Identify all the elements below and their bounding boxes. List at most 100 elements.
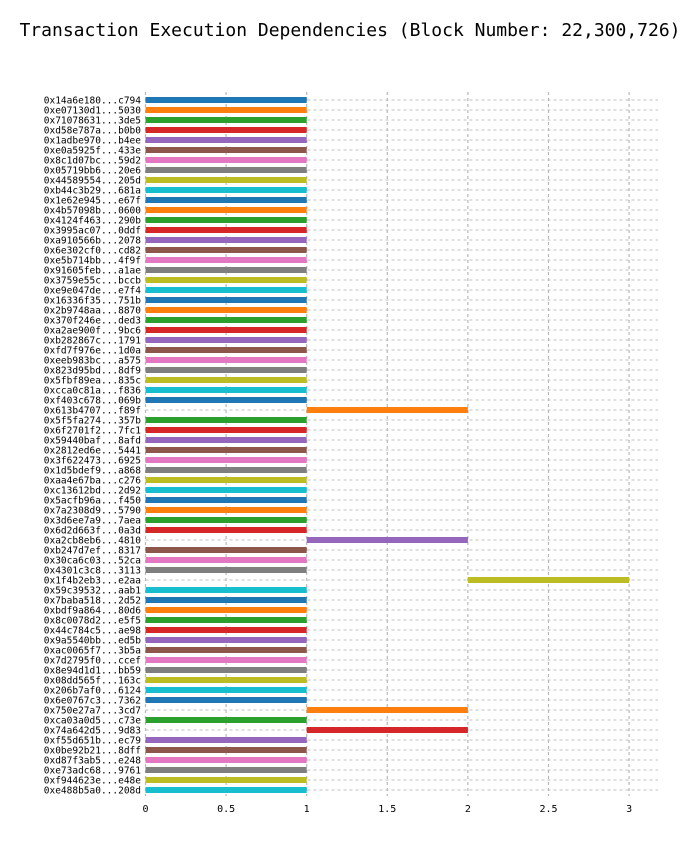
x-tick-label: 3 — [626, 804, 632, 815]
y-tick-label: 0x3759e55c...bccb — [44, 276, 142, 287]
bar — [145, 187, 307, 193]
y-tick-label: 0x6d2d663f...0a3d — [44, 526, 141, 537]
bar — [145, 367, 307, 373]
bar — [145, 97, 307, 103]
bar — [145, 147, 307, 153]
bar — [145, 697, 307, 703]
bar — [145, 377, 307, 383]
y-tick-label: 0xc13612bd...2d92 — [44, 486, 141, 497]
bar — [145, 687, 307, 693]
y-tick-label: 0xe07130d1...5030 — [44, 106, 142, 117]
bar — [145, 437, 307, 443]
bar — [145, 757, 307, 763]
bar — [145, 717, 307, 723]
bar — [306, 407, 468, 413]
bar — [145, 617, 307, 623]
y-tick-label: 0x370f246e...ded3 — [44, 316, 141, 327]
x-tick-label: 0.5 — [217, 804, 235, 815]
y-tick-label: 0x7baba518...2d52 — [44, 596, 141, 607]
bar — [145, 647, 307, 653]
bar — [467, 577, 630, 583]
bar — [145, 397, 307, 403]
y-tick-label: 0xe0a5925f...433e — [44, 146, 142, 157]
y-tick-label: 0xaa4e67ba...c276 — [44, 476, 142, 487]
x-tick-label: 0 — [142, 804, 148, 815]
chart-title: Transaction Execution Dependencies (Bloc… — [19, 20, 681, 41]
bar — [145, 217, 307, 223]
y-tick-label: 0xe5b714bb...4f9f — [44, 256, 141, 267]
y-tick-label: 0xca03a0d5...c73e — [44, 716, 142, 727]
y-tick-label: 0xf944623e...e48e — [44, 776, 142, 787]
y-tick-label: 0x2812ed6e...5441 — [44, 446, 142, 457]
y-tick-label: 0xb247d7ef...8317 — [44, 546, 141, 557]
y-tick-label: 0x8c1d07bc...59d2 — [44, 156, 141, 167]
bar — [145, 787, 307, 793]
bar — [145, 157, 307, 163]
bar — [145, 767, 307, 773]
y-tick-label: 0x6e0767c3...7362 — [44, 696, 141, 707]
bar — [145, 627, 307, 633]
x-tick-label: 2 — [465, 804, 471, 815]
y-tick-label: 0x0be92b21...8dff — [44, 746, 141, 757]
y-tick-label: 0xd87f3ab5...e248 — [44, 756, 142, 767]
y-tick-label: 0xf403c678...069b — [44, 396, 142, 407]
bar — [145, 667, 307, 673]
bar — [145, 467, 307, 473]
bar — [145, 107, 307, 113]
y-tick-label: 0x3f622473...6925 — [44, 456, 141, 467]
y-tick-label: 0x206b7af0...6124 — [44, 686, 142, 697]
bar — [145, 307, 307, 313]
y-tick-label: 0x4124f463...290b — [44, 216, 142, 227]
y-tick-label: 0x6e302cf0...cd82 — [44, 246, 141, 257]
bar — [145, 137, 307, 143]
bar — [145, 297, 307, 303]
y-tick-label: 0x750e27a7...3cd7 — [44, 706, 141, 717]
y-tick-label: 0x823d95bd...8df9 — [44, 366, 142, 377]
bar — [145, 237, 307, 243]
bar — [145, 527, 307, 533]
y-tick-label: 0xcca0c81a...f836 — [44, 386, 142, 397]
y-tick-label: 0xe488b5a0...208d — [44, 786, 141, 797]
y-tick-label: 0x1e62e945...e67f — [44, 196, 141, 207]
bar — [145, 427, 307, 433]
y-tick-label: 0x8c0078d2...e5f5 — [44, 616, 141, 627]
x-tick-label: 1.5 — [378, 804, 396, 815]
y-tick-label: 0x4301c3c8...3113 — [44, 566, 141, 577]
bar — [145, 737, 307, 743]
bar — [145, 327, 307, 333]
bar — [145, 677, 307, 683]
y-tick-label: 0x4b57098b...0600 — [44, 206, 142, 217]
y-tick-label: 0x1adbe970...b4ee — [44, 136, 142, 147]
bar — [145, 277, 307, 283]
y-tick-label: 0x5f5fa274...357b — [44, 416, 142, 427]
bar — [145, 477, 307, 483]
bar — [145, 167, 307, 173]
y-tick-label: 0x59440baf...8afd — [44, 436, 141, 447]
bar — [145, 387, 307, 393]
bar — [306, 537, 468, 543]
bar — [145, 247, 307, 253]
bar — [145, 197, 307, 203]
bar — [145, 657, 307, 663]
bar — [145, 117, 307, 123]
bar — [145, 487, 307, 493]
bar — [306, 707, 468, 713]
bar — [145, 257, 307, 263]
y-tick-label: 0xf55d651b...ec79 — [44, 736, 142, 747]
y-tick-label: 0x59c39532...aab1 — [44, 586, 142, 597]
y-tick-label: 0xb44c3b29...681a — [44, 186, 141, 197]
bar — [145, 557, 307, 563]
y-tick-label: 0xa2cb8eb6...4810 — [44, 536, 142, 547]
y-tick-label: 0xfd7f976e...1d0a — [44, 346, 141, 357]
bar — [145, 507, 307, 513]
y-tick-label: 0x613b4707...f89f — [44, 406, 141, 417]
y-tick-label: 0x5fbf89ea...835c — [44, 376, 141, 387]
y-tick-label: 0xac0065f7...3b5a — [44, 646, 141, 657]
y-tick-label: 0xbdf9a864...80d6 — [44, 606, 142, 617]
y-tick-label: 0x05719bb6...20e6 — [44, 166, 142, 177]
x-tick-label: 1 — [304, 804, 310, 815]
y-tick-label: 0x16336f35...751b — [44, 296, 142, 307]
bar — [145, 587, 307, 593]
